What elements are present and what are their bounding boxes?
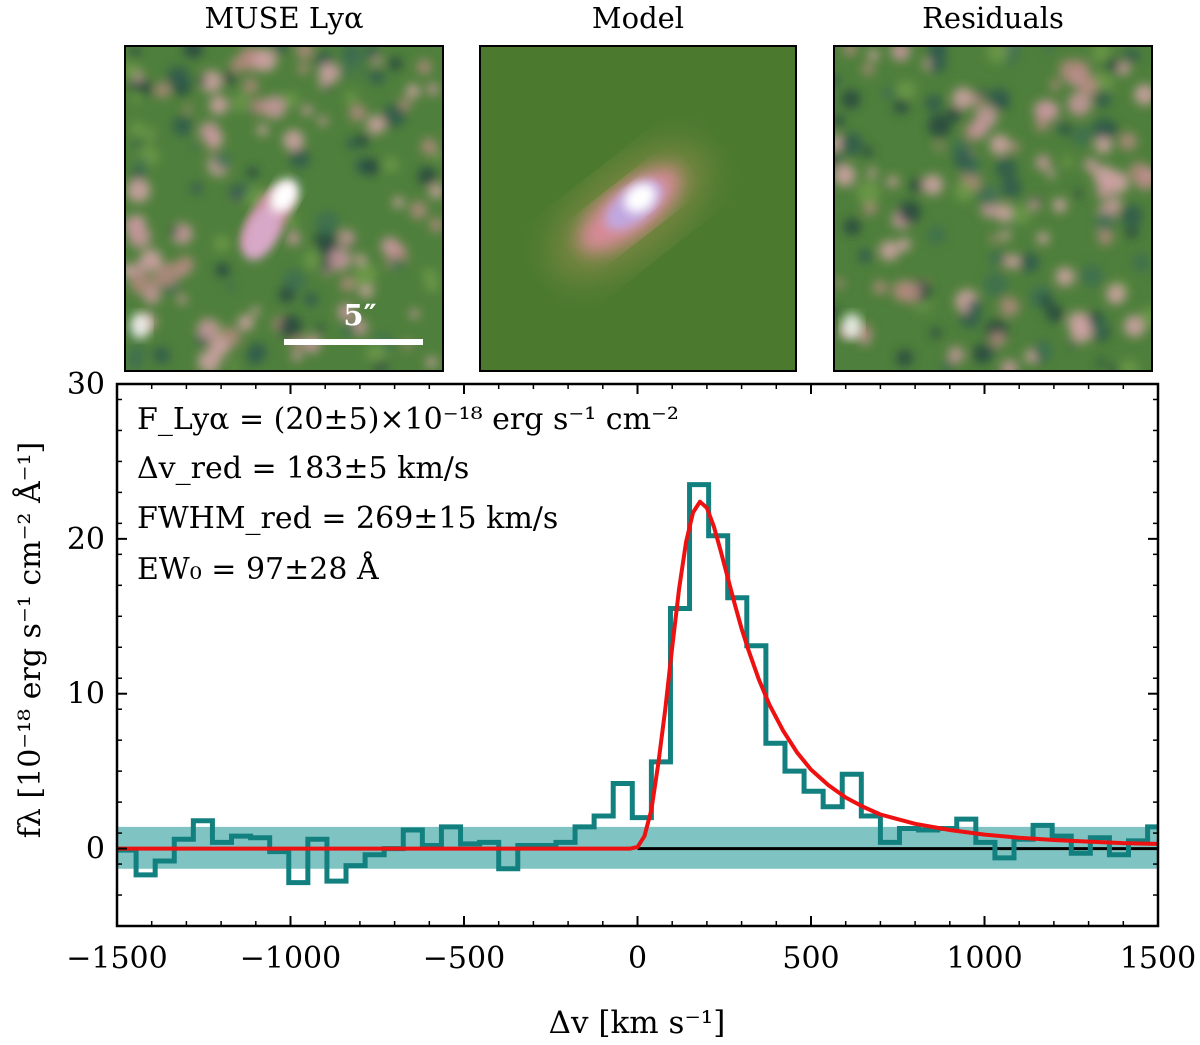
source-blob [241, 179, 299, 261]
annotation-flux: F_Lyα = (20±5)×10⁻¹⁸ erg s⁻¹ cm⁻² [137, 402, 679, 437]
observed-spectrum [117, 482, 1158, 886]
noise-texture [834, 46, 1152, 371]
x-tick-label: −1500 [66, 941, 167, 976]
x-tick-label: 1000 [946, 941, 1022, 976]
scale-bar-label: 5″ [343, 298, 376, 332]
x-tick-label: −500 [423, 941, 505, 976]
panel-model: Model [479, 1, 797, 372]
annotation-equivalent-width: EW₀ = 97±28 Å [137, 551, 379, 587]
annotations: F_Lyα = (20±5)×10⁻¹⁸ erg s⁻¹ cm⁻² Δv_red… [137, 402, 679, 587]
panel-muse: MUSE Lyα 5″ [124, 1, 444, 372]
x-tick-label: 0 [628, 941, 647, 976]
x-axis-label: Δv [km s⁻¹] [549, 1005, 726, 1041]
y-tick-label: 10 [67, 677, 105, 712]
x-tick-label: 500 [782, 941, 839, 976]
annotation-fwhm: FWHM_red = 269±15 km/s [137, 501, 558, 536]
y-tick-label: 30 [67, 367, 105, 402]
annotation-velocity-offset: Δv_red = 183±5 km/s [137, 451, 469, 486]
panel-residuals: Residuals [833, 1, 1153, 372]
panel-title-residuals: Residuals [922, 1, 1064, 35]
y-tick-label: 20 [67, 522, 105, 557]
x-tick-label: 1500 [1120, 941, 1196, 976]
y-tick-label: 0 [86, 832, 105, 867]
model-line [117, 499, 1158, 851]
noise-texture [125, 46, 443, 371]
panel-title-model: Model [592, 1, 684, 35]
x-tick-label: −1000 [240, 941, 341, 976]
spectrum-plot: −1500 −1000 −500 0 500 1000 1500 0 10 20 30 Δv [km… [12, 367, 1196, 1041]
y-axis-label: fλ [10⁻¹⁸ erg s⁻¹ cm⁻² Å⁻¹] [12, 442, 48, 838]
panel-title-muse: MUSE Lyα [204, 1, 363, 35]
